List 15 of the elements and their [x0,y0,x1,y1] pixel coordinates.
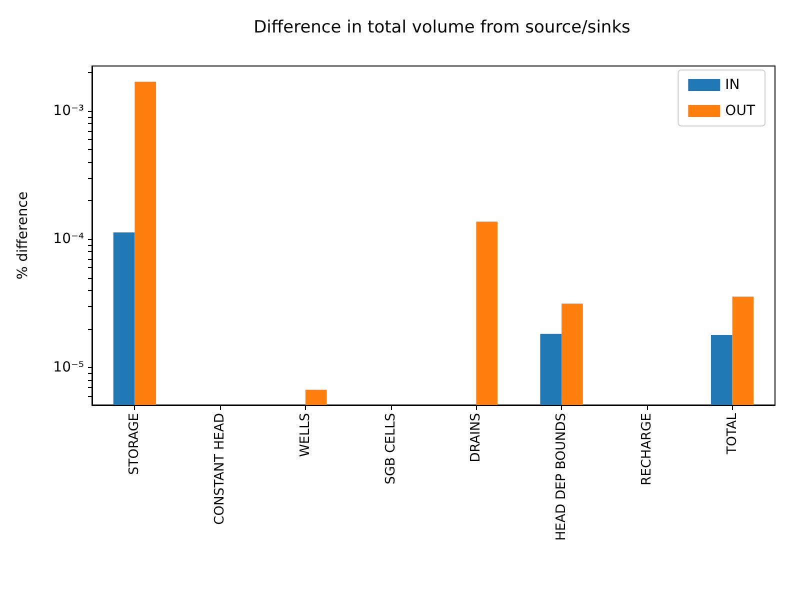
x-tick-label: SGB CELLS [383,413,398,484]
legend-label: OUT [725,103,756,119]
x-tick-label: HEAD DEP BOUNDS [554,413,570,541]
chart-title: Difference in total volume from source/sinks [254,18,631,38]
x-tick-label: CONSTANT HEAD [212,413,228,525]
legend-label: IN [725,77,740,93]
y-axis-title: % difference [15,191,31,280]
y-tick-label: 10⁻³ [53,102,84,119]
x-tick-label: TOTAL [724,412,740,456]
x-tick-label: DRAINS [468,413,484,462]
x-tick-label: WELLS [298,413,313,457]
x-tick-label: RECHARGE [639,413,654,486]
y-tick-label: 10⁻⁵ [53,359,84,376]
y-tick-label: 10⁻⁴ [53,231,84,248]
x-tick-label: STORAGE [127,413,142,475]
